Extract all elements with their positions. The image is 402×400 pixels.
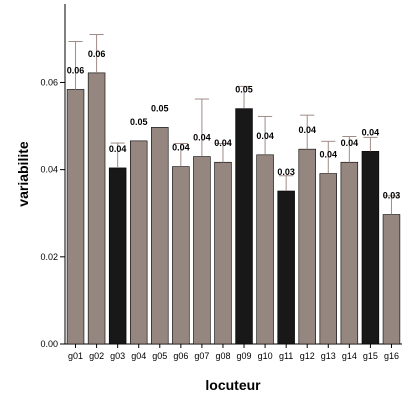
data-label-g06: 0.04 (172, 143, 190, 153)
data-label-g05: 0.05 (151, 103, 169, 113)
data-label-g15: 0.04 (362, 127, 380, 137)
data-label-g07: 0.04 (193, 133, 211, 143)
x-ticks: g01 g02 g03 g04 g05 g06 g07 g08 g09 g10 g11 g12 g13 g… (68, 344, 399, 361)
error-bar-g15 (363, 136, 378, 152)
bar-g08 (214, 161, 232, 345)
bar-g14 (340, 161, 359, 345)
x-tick-label-g05: g05 (152, 351, 167, 361)
x-tick-label-g06: g06 (173, 351, 188, 361)
error-bar-g13 (321, 140, 336, 174)
y-tick-label: 0.02 (40, 252, 58, 262)
bar-g05 (151, 127, 169, 345)
x-tick-label-g08: g08 (215, 351, 230, 361)
x-tick-label-g15: g15 (363, 351, 378, 361)
bar-g15 (361, 151, 380, 345)
data-label-g03: 0.04 (109, 144, 127, 154)
bar-g03 (108, 167, 127, 345)
error-bar-g01 (68, 40, 83, 90)
x-axis-title: locuteur (205, 377, 261, 393)
x-tick-label-g04: g04 (131, 351, 146, 361)
bar-g09 (235, 108, 253, 345)
error-bar-g12 (300, 114, 315, 150)
x-tick-label-g10: g10 (258, 351, 273, 361)
bar-g12 (298, 148, 316, 345)
error-bar-g09 (236, 85, 252, 109)
x-tick-label-g09: g09 (237, 351, 252, 361)
x-tick-label-g12: g12 (300, 351, 315, 361)
bars (66, 72, 401, 345)
error-bar-g14 (342, 136, 357, 163)
error-bar-g11 (279, 175, 294, 191)
data-label-g10: 0.04 (256, 131, 274, 141)
error-bar-g02 (89, 34, 104, 73)
bar-g06 (172, 166, 190, 345)
x-tick-label-g14: g14 (342, 351, 357, 361)
data-labels: 0.060.060.040.050.050.040.040.040.050.04… (67, 49, 400, 201)
x-tick-label-g07: g07 (194, 351, 209, 361)
bar-g02 (87, 72, 106, 345)
data-label-g14: 0.04 (341, 138, 359, 148)
error-bar-g16 (384, 195, 399, 215)
x-tick-label-g11: g11 (279, 351, 293, 361)
error-bar-g06 (173, 142, 188, 167)
x-tick-label-g16: g16 (384, 351, 399, 361)
data-label-g11: 0.03 (277, 167, 295, 177)
bar-g13 (319, 173, 338, 345)
x-tick-label-g13: g13 (321, 351, 336, 361)
x-tick-label-g03: g03 (110, 351, 125, 361)
error-bar-g08 (215, 142, 231, 163)
data-label-g16: 0.03 (383, 191, 401, 201)
bar-g16 (382, 214, 401, 345)
bar-g10 (256, 154, 274, 345)
y-tick-label: 0.00 (40, 339, 58, 349)
error-bar-g07 (194, 98, 209, 157)
y-tick-label: 0.06 (40, 77, 58, 87)
bar-g01 (66, 89, 85, 345)
data-label-g01: 0.06 (67, 65, 85, 75)
x-tick-label-g01: g01 (68, 351, 83, 361)
y-axis-title: variabilite (15, 141, 31, 207)
bar-g11 (277, 190, 295, 345)
data-label-g02: 0.06 (88, 49, 106, 59)
error-bars (68, 34, 399, 215)
bar-g07 (193, 156, 211, 345)
data-label-g04: 0.05 (130, 117, 148, 127)
x-tick-label-g02: g02 (89, 351, 104, 361)
data-label-g12: 0.04 (298, 125, 316, 135)
error-bar-g10 (258, 115, 273, 155)
data-label-g09: 0.05 (235, 85, 253, 95)
y-tick-label: 0.04 (40, 165, 58, 175)
bar-g04 (129, 140, 148, 345)
data-label-g08: 0.04 (214, 138, 232, 148)
error-bar-g03 (110, 142, 125, 168)
data-label-g13: 0.04 (320, 150, 338, 160)
y-ticks: 0.00 0.02 0.04 0.06 (40, 77, 65, 349)
